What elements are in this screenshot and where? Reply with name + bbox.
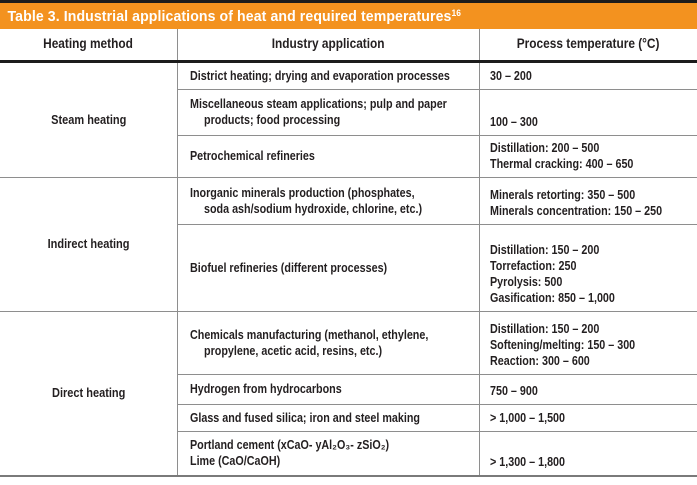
application-text-line: propylene, acetic acid, resins, etc.) (203, 343, 382, 358)
industry-application-cell: Petrochemical refineries (177, 134, 480, 177)
application-text-line: Chemicals manufacturing (methanol, ethyl… (189, 327, 428, 342)
industrial-heat-applications-table: Heating method Industry application Proc… (0, 29, 697, 477)
table-row: Glass and fused silica; iron and steel m… (0, 403, 697, 431)
heating-method-cell: Steam heating (0, 60, 178, 177)
industry-application-cell: Portland cement (xCaO- yAl₂O₃- zSiO₂) Lim… (177, 430, 480, 476)
column-header-label: Process temperature (°C) (516, 36, 660, 52)
application-text-line: Miscellaneous steam applications; pulp a… (189, 97, 447, 111)
temperature-text-line: Distillation: 150 – 200 (489, 242, 599, 257)
process-temperature-cell: 30 – 200 (479, 60, 697, 89)
temperature-text-line: Gasification: 850 – 1,000 (489, 290, 615, 305)
application-text-line: Hydrogen from hydrocarbons (189, 382, 342, 396)
table-row: Hydrogen from hydrocarbons 750 – 900 (0, 373, 697, 404)
temperature-text-line: Minerals retorting: 350 – 500 (489, 187, 635, 202)
temperature-text-line: Distillation: 150 – 200 (489, 321, 599, 336)
temperature-text-line: Torrefaction: 250 (489, 258, 576, 273)
industry-application-cell: Inorganic minerals production (phosphate… (177, 176, 480, 224)
temperature-text-line: > 1,300 – 1,800 (489, 455, 565, 469)
table-body: Steam heating District heating; drying an… (0, 60, 697, 476)
application-text-line: Biofuel refineries (different processes) (189, 260, 387, 275)
industry-application-cell: Glass and fused silica; iron and steel m… (177, 403, 480, 431)
temperature-text-line: 100 – 300 (489, 114, 538, 129)
table-row: Indirect heating Inorganic minerals produ… (0, 176, 697, 311)
table-title: Table 3. Industrial applications of heat… (0, 8, 461, 25)
table-row: Steam heating District heating; drying an… (0, 60, 697, 177)
industry-application-cell: Miscellaneous steam applications; pulp a… (177, 88, 480, 135)
industry-application-cell: District heating; drying and evaporation… (177, 60, 480, 89)
heating-method-cell: Direct heating (0, 310, 178, 476)
application-text-line: Petrochemical refineries (189, 149, 315, 163)
table-title-text: Table 3. Industrial applications of heat… (7, 7, 452, 25)
column-header-process-temperature: Process temperature (°C) (479, 29, 697, 61)
application-text-line: Inorganic minerals production (phosphate… (189, 185, 415, 200)
process-temperature-cell: Distillation: 150 – 200 Softening/melting… (479, 310, 697, 374)
column-header-heating-method: Heating method (0, 29, 178, 61)
table-header: Heating method Industry application Proc… (0, 29, 697, 61)
process-temperature-cell: > 1,300 – 1,800 (479, 430, 697, 476)
process-temperature-cell: > 1,000 – 1,500 (479, 403, 697, 431)
temperature-text-line: Thermal cracking: 400 – 650 (489, 156, 633, 171)
table-row: Biofuel refineries (different processes)… (0, 223, 697, 311)
industry-application-cell: Chemicals manufacturing (methanol, ethyl… (177, 310, 480, 374)
industry-application-cell: Hydrogen from hydrocarbons (177, 373, 480, 404)
table-row: Portland cement (xCaO- yAl₂O₃- zSiO₂) Lim… (0, 430, 697, 476)
temperature-text-line: Distillation: 200 – 500 (489, 140, 599, 155)
heating-method-label: Steam heating (50, 112, 126, 127)
heating-method-label: Direct heating (51, 386, 125, 401)
heating-method-label: Indirect heating (47, 237, 130, 251)
table-title-bar: Table 3. Industrial applications of heat… (0, 3, 697, 29)
process-temperature-cell: 100 – 300 (479, 88, 697, 135)
column-header-industry-application: Industry application (177, 29, 480, 61)
temperature-text-line: 30 – 200 (489, 68, 532, 83)
temperature-text-line: > 1,000 – 1,500 (489, 410, 565, 425)
column-header-label: Heating method (43, 36, 134, 52)
top-rule (0, 0, 697, 3)
temperature-text-line: Minerals concentration: 150 – 250 (489, 203, 662, 218)
temperature-text-line: Softening/melting: 150 – 300 (489, 337, 635, 352)
process-temperature-cell: Minerals retorting: 350 – 500 Minerals co… (479, 176, 697, 224)
temperature-text-line: 750 – 900 (489, 383, 538, 398)
table-row: Direct heating Chemicals manufacturing (m… (0, 310, 697, 476)
application-text-line: District heating; drying and evaporation… (189, 68, 450, 83)
temperature-text-line: Pyrolysis: 500 (489, 274, 562, 289)
table-row: Petrochemical refineries Distillation: 20… (0, 134, 697, 177)
process-temperature-cell: Distillation: 150 – 200 Torrefaction: 250… (479, 223, 697, 311)
industry-application-cell: Biofuel refineries (different processes) (177, 223, 480, 311)
application-text-line: Lime (CaO/CaOH) (189, 454, 280, 469)
table-row: Miscellaneous steam applications; pulp a… (0, 88, 697, 135)
application-text-line: Portland cement (xCaO- yAl₂O₃- zSiO₂) (189, 438, 389, 453)
temperature-text-line: Reaction: 300 – 600 (489, 353, 590, 368)
process-temperature-cell: Distillation: 200 – 500 Thermal cracking:… (479, 134, 697, 177)
application-text-line: soda ash/sodium hydroxide, chlorine, etc… (203, 201, 422, 216)
application-text-line: products; food processing (203, 113, 340, 127)
heating-method-cell: Indirect heating (0, 176, 178, 311)
column-header-label: Industry application (271, 36, 385, 52)
footnote-reference: 16 (451, 7, 462, 18)
process-temperature-cell: 750 – 900 (479, 373, 697, 404)
application-text-line: Glass and fused silica; iron and steel m… (189, 410, 420, 425)
